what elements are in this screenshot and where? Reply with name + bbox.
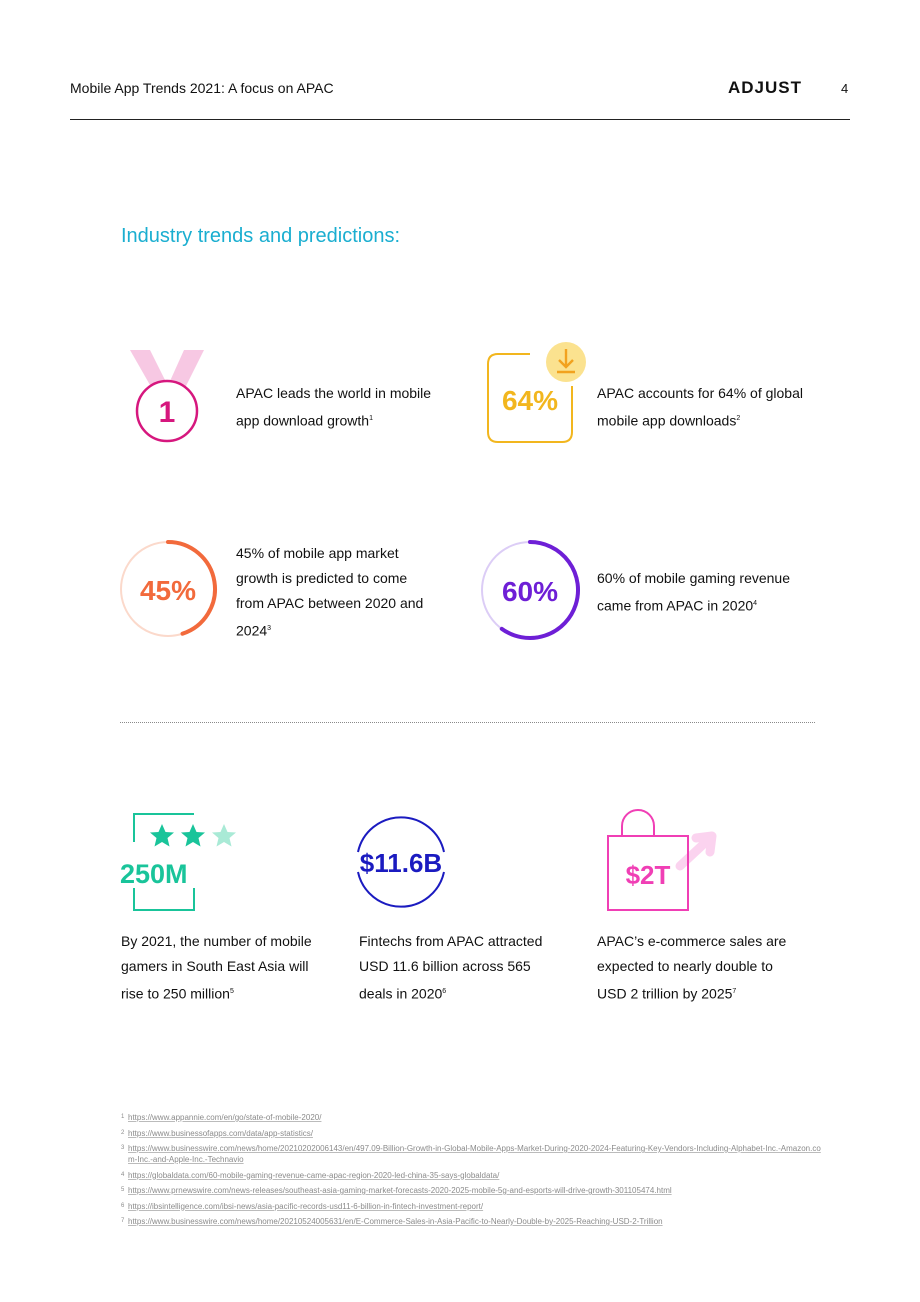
footnote-link[interactable]: https://www.appannie.com/en/go/state-of-…: [128, 1113, 322, 1122]
stat-rank-text: APAC leads the world in mobile app downl…: [236, 381, 456, 434]
footnote-number: 4: [121, 1171, 125, 1178]
star-icon: [212, 824, 236, 847]
stat-ecommerce-text: APAC’s e-commerce sales are expected to …: [597, 929, 802, 1007]
stat-gamers-text: By 2021, the number of mobile gamers in …: [121, 929, 326, 1007]
footnote-link[interactable]: https://ibsintelligence.com/ibsi-news/as…: [128, 1201, 484, 1211]
footnote-link[interactable]: https://www.businessofapps.com/data/app-…: [128, 1128, 313, 1138]
footnote-number: 2: [121, 1129, 125, 1136]
star-icon: [181, 824, 205, 847]
gaming-value: 60%: [502, 576, 558, 607]
section-divider: [120, 722, 815, 723]
footnote: 3 https://www.businesswire.com/news/home/…: [121, 1143, 821, 1165]
footnote-number: 7: [121, 1218, 125, 1224]
star-icon: [150, 824, 174, 847]
gaming-revenue-ring: 60%: [481, 540, 580, 640]
footnote-ref-4: 4: [753, 600, 758, 607]
footnote: 1 https://www.appannie.com/en/go/state-of…: [121, 1112, 821, 1123]
shopping-bag-icon: $2T: [607, 809, 717, 911]
document-title: Mobile App Trends 2021: A focus on APAC: [70, 80, 334, 96]
footnote: 5 https://www.prnewswire.com/news-release…: [121, 1185, 821, 1196]
footnote-number: 6: [121, 1202, 125, 1209]
trend-arrow-icon: [675, 831, 717, 871]
footnote-ref-1: 1: [369, 415, 374, 422]
rank-value: 1: [159, 396, 176, 429]
footnotes: 1 https://www.appannie.com/en/go/state-of…: [121, 1112, 821, 1232]
footnote-ref-2: 2: [736, 415, 741, 422]
stat-market-text: 45% of mobile app market growth is predi…: [236, 541, 436, 644]
footnote-link[interactable]: https://www.businesswire.com/news/home/2…: [128, 1217, 663, 1226]
footnote-ref-3: 3: [267, 625, 272, 632]
footnote: 4 https://globaldata.com/60-mobile-gaming…: [121, 1170, 821, 1181]
stat-downloads-label: APAC accounts for 64% of global mobile a…: [597, 385, 803, 429]
page-number: 4: [841, 81, 849, 96]
stat-fintech-label: Fintechs from APAC attracted USD 11.6 bi…: [359, 933, 543, 1002]
stat-rank-label: APAC leads the world in mobile app downl…: [236, 385, 432, 429]
section-title: Industry trends and predictions:: [121, 225, 401, 247]
stat-fintech-text: Fintechs from APAC attracted USD 11.6 bi…: [359, 929, 564, 1007]
footnote: 6 https://ibsintelligence.com/ibsi-news/a…: [121, 1201, 821, 1212]
footnote-number: 1: [121, 1114, 125, 1120]
footnote-ref-7: 7: [732, 988, 737, 995]
ecommerce-value: $2T: [626, 860, 671, 890]
footnote-number: 5: [121, 1187, 125, 1193]
footnote-link[interactable]: https://www.prnewswire.com/news-releases…: [128, 1186, 672, 1195]
footnote-link[interactable]: https://globaldata.com/60-mobile-gaming-…: [128, 1170, 500, 1180]
adjust-logo: ADJUST: [728, 78, 803, 97]
footnote-ref-5: 5: [229, 988, 234, 995]
footnote-ref-6: 6: [442, 988, 447, 995]
stat-gamers-label: By 2021, the number of mobile gamers in …: [121, 933, 312, 1002]
market-growth-ring: 45%: [120, 540, 217, 637]
footnote: 7 https://www.businesswire.com/news/home/…: [121, 1216, 821, 1227]
gamers-icon: 250M: [120, 813, 236, 911]
market-value: 45%: [140, 575, 196, 606]
fintech-icon: $11.6B: [357, 816, 445, 908]
fintech-value: $11.6B: [360, 848, 442, 878]
medal-icon: 1: [130, 350, 204, 443]
downloads-value: 64%: [502, 385, 558, 416]
footnote: 2 https://www.businessofapps.com/data/app…: [121, 1128, 821, 1139]
stat-ecommerce-label: APAC’s e-commerce sales are expected to …: [597, 933, 787, 1002]
stat-gaming-text: 60% of mobile gaming revenue came from A…: [597, 566, 817, 619]
stat-downloads-text: APAC accounts for 64% of global mobile a…: [597, 381, 817, 434]
footnote-link[interactable]: https://www.businesswire.com/news/home/2…: [128, 1144, 821, 1164]
footnote-number: 3: [121, 1145, 125, 1151]
download-icon: 64%: [487, 342, 586, 443]
stat-gaming-label: 60% of mobile gaming revenue came from A…: [597, 570, 791, 614]
stat-market-label: 45% of mobile app market growth is predi…: [236, 545, 424, 639]
gamers-value: 250M: [120, 859, 188, 889]
header-divider: [70, 119, 850, 120]
